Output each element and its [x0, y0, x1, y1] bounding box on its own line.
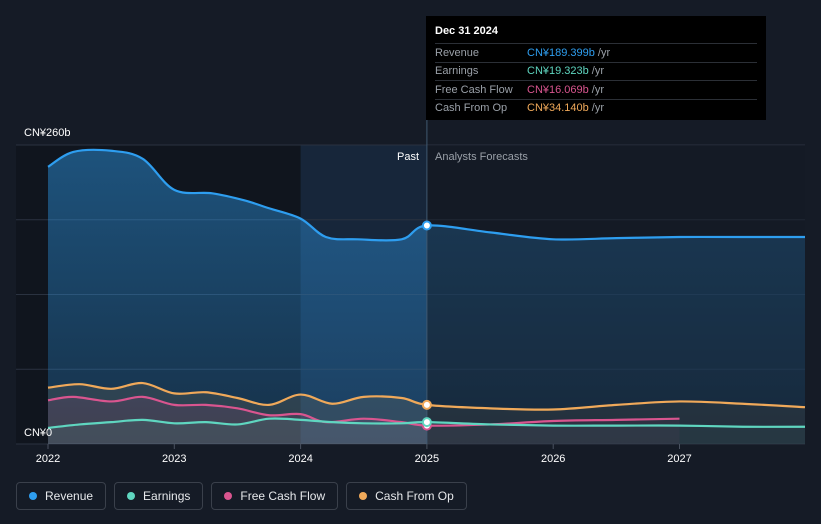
legend-label: Revenue — [45, 489, 94, 503]
revenue-line — [47, 148, 805, 242]
tooltip-value: CN¥16.069b — [527, 83, 589, 96]
tooltip-unit: /yr — [597, 46, 611, 59]
tooltip-row-revenue: Revenue CN¥189.399b /yr — [435, 43, 757, 62]
legend-item-earnings[interactable]: Earnings — [114, 482, 204, 510]
cash-from-op-dot-icon — [359, 492, 368, 500]
x-tick-label: 2027 — [667, 453, 691, 465]
legend-item-free-cash-flow[interactable]: Free Cash Flow — [211, 482, 339, 510]
tooltip-unit: /yr — [591, 102, 605, 115]
y-axis-top-label: CN¥260b — [24, 127, 70, 139]
fcf-area — [48, 396, 680, 444]
x-tick-label: 2024 — [288, 453, 312, 465]
earnings-line — [47, 417, 806, 429]
fcf-line — [47, 395, 680, 427]
legend-item-revenue[interactable]: Revenue — [16, 482, 107, 510]
forecast-shade — [426, 145, 805, 444]
x-tick-label: 2025 — [415, 453, 439, 465]
legend-label: Free Cash Flow — [240, 489, 326, 503]
cfo-marker — [421, 399, 432, 410]
tooltip-label: Cash From Op — [435, 102, 508, 115]
legend-label: Earnings — [143, 489, 191, 503]
tooltip-value: CN¥34.140b — [527, 102, 589, 115]
tooltip-label: Earnings — [435, 65, 479, 78]
legend-label: Cash From Op — [375, 489, 454, 503]
tooltip-value: CN¥19.323b — [527, 65, 589, 78]
cfo-line — [47, 381, 806, 411]
revenue-marker — [421, 220, 432, 231]
y-axis-bottom-label: CN¥0 — [24, 427, 52, 439]
past-label: Past — [397, 151, 419, 163]
tooltip-value: CN¥189.399b — [527, 46, 595, 59]
earnings-marker — [421, 417, 432, 428]
revenue-dot-icon — [29, 492, 37, 500]
x-tick-label: 2022 — [36, 453, 60, 465]
tooltip-row-cash-from-op: Cash From Op CN¥34.140b /yr — [435, 98, 757, 118]
tooltip: Dec 31 2024 Revenue CN¥189.399b /yr Earn… — [426, 16, 766, 120]
forecast-label: Analysts Forecasts — [435, 151, 528, 163]
tooltip-unit: /yr — [591, 83, 605, 96]
x-tick-label: 2026 — [541, 453, 565, 465]
earnings-dot-icon — [127, 492, 136, 500]
tooltip-date: Dec 31 2024 — [435, 25, 498, 37]
tooltip-row-earnings: Earnings CN¥19.323b /yr — [435, 61, 757, 81]
x-tick-label: 2023 — [162, 453, 186, 465]
tooltip-unit: /yr — [591, 65, 605, 78]
tooltip-label: Free Cash Flow — [435, 83, 513, 96]
tooltip-label: Revenue — [435, 46, 480, 59]
tooltip-row-free-cash-flow: Free Cash Flow CN¥16.069b /yr — [435, 80, 757, 99]
free-cash-flow-dot-icon — [224, 492, 233, 500]
legend: Revenue Earnings Free Cash Flow Cash Fro… — [16, 482, 467, 510]
legend-item-cash-from-op[interactable]: Cash From Op — [346, 482, 467, 510]
